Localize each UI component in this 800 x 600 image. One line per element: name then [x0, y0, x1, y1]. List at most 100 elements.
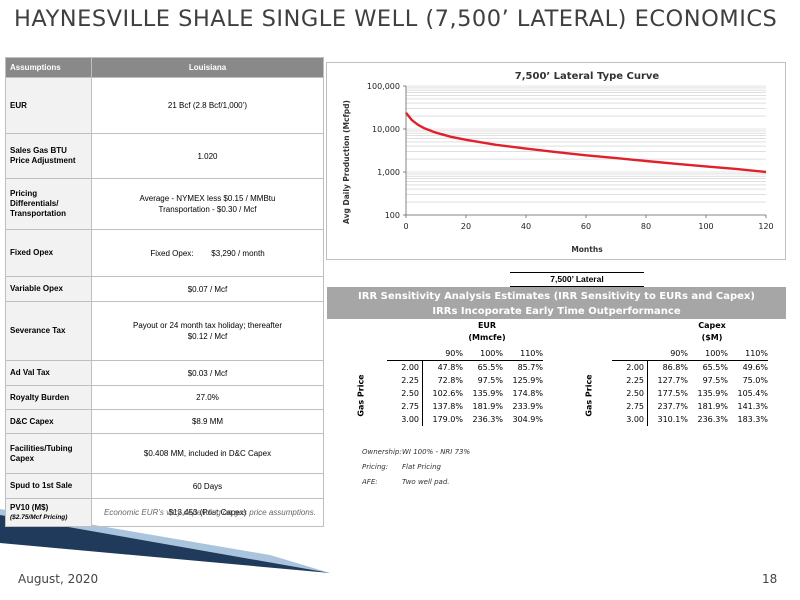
x-tick-label: 120 — [758, 222, 773, 231]
irr-value: 65.5% — [477, 363, 503, 372]
assumption-notes: Ownership:WI 100% - NRI 73% Pricing: Flat… — [362, 448, 470, 493]
row-value: $8.9 MM — [91, 409, 324, 434]
capex-gas-price-label: Gas Price — [584, 374, 594, 417]
note-key: Ownership: — [362, 448, 402, 456]
pv10-sublabel: ($2.75/Mcf Pricing) — [10, 513, 68, 521]
table-row: Variable Opex $0.07 / Mcf — [5, 276, 324, 302]
type-curve-chart: 100 1,000 10,000 100,000 0 20 40 60 80 100 120 7,5… — [326, 62, 786, 260]
row-label: D&C Capex — [5, 409, 92, 434]
table-row: 2.25 127.7% 97.5% 75.0% — [612, 374, 768, 387]
irr-value: 236.3% — [697, 415, 728, 424]
gas-price-value: 2.25 — [401, 376, 419, 385]
row-label: Sales Gas BTU Price Adjustment — [5, 133, 92, 179]
gas-price-value: 2.75 — [401, 402, 419, 411]
row-label: EUR — [5, 77, 92, 134]
table-row: EUR 21 Bcf (2.8 Bcf/1,000’) — [5, 77, 324, 134]
row-value: 21 Bcf (2.8 Bcf/1,000’) — [91, 77, 324, 134]
page-title: HAYNESVILLE SHALE SINGLE WELL (7,500’ LA… — [14, 6, 778, 32]
irr-value: 75.0% — [742, 376, 768, 385]
stripe-dark — [0, 515, 330, 573]
capex-column-header: 110% — [728, 347, 768, 361]
row-label: Ad Val Tax — [5, 360, 92, 386]
table-row: PV10 (M$) ($2.75/Mcf Pricing) $13,453 (P… — [5, 498, 324, 527]
irr-value: 181.9% — [472, 402, 503, 411]
capex-column-header: 100% — [688, 347, 728, 361]
row-value: $0.408 MM, included in D&C Capex — [91, 433, 324, 474]
eur-gas-price-label: Gas Price — [356, 374, 366, 417]
pv10-label: PV10 (M$) — [10, 502, 49, 512]
row-value: 60 Days — [91, 473, 324, 499]
irr-value: 65.5% — [702, 363, 728, 372]
irr-value: 177.5% — [647, 387, 688, 400]
irr-value: 105.4% — [737, 389, 768, 398]
y-tick-label: 100,000 — [367, 82, 400, 91]
irr-value: 86.8% — [647, 360, 688, 374]
row-value: Payout or 24 month tax holiday; thereaft… — [91, 301, 324, 361]
y-tick-label: 1,000 — [377, 168, 400, 177]
row-label: PV10 (M$) ($2.75/Mcf Pricing) — [5, 498, 92, 527]
x-tick-label: 100 — [698, 222, 713, 231]
note-ownership: Ownership:WI 100% - NRI 73% — [362, 448, 470, 463]
type-curve-line — [405, 111, 767, 174]
irr-value: 97.5% — [702, 376, 728, 385]
table-row: Facilities/Tubing Capex $0.408 MM, inclu… — [5, 433, 324, 474]
table-row: Fixed Opex Fixed Opex: $3,290 / month — [5, 229, 324, 277]
footer-date: August, 2020 — [18, 572, 99, 586]
x-tick-label: 60 — [581, 222, 591, 231]
irr-value: 179.0% — [422, 413, 463, 426]
assumptions-table: Assumptions Louisiana EUR 21 Bcf (2.8 Bc… — [5, 57, 324, 527]
chart-x-axis-label: Months — [571, 245, 603, 254]
gas-price-value: 2.50 — [626, 389, 644, 398]
irr-value: 304.9% — [512, 415, 543, 424]
table-row: Royalty Burden 27.0% — [5, 385, 324, 410]
chart-title: 7,500’ Lateral Type Curve — [515, 71, 660, 82]
eur-note: Economic EUR’s vary depending on gas pri… — [104, 508, 316, 517]
row-value: $0.03 / Mcf — [91, 360, 324, 386]
row-value-text: Payout or 24 month tax holiday; thereaft… — [133, 321, 282, 341]
eur-column-header: 110% — [503, 347, 543, 361]
x-tick-label: 0 — [403, 222, 408, 231]
note-pricing: Pricing: Flat Pricing — [362, 463, 470, 478]
irr-value: 49.6% — [742, 363, 768, 372]
chart-frame — [326, 62, 786, 260]
y-tick-label: 100 — [385, 211, 400, 220]
table-row: 2.75 137.8% 181.9% 233.9% — [387, 400, 543, 413]
table-row: 2.00 86.8% 65.5% 49.6% — [612, 360, 768, 374]
irr-value: 135.9% — [697, 389, 728, 398]
eur-column-header: 90% — [422, 347, 463, 361]
irr-value: 141.3% — [737, 402, 768, 411]
irr-value: 310.1% — [647, 413, 688, 426]
irr-value: 233.9% — [512, 402, 543, 411]
row-label: Fixed Opex — [5, 229, 92, 277]
capex-column-header-row: 90% 100% 110% — [612, 347, 768, 361]
irr-banner: IRR Sensitivity Analysis Estimates (IRR … — [327, 287, 786, 319]
table-row: 2.50 177.5% 135.9% 105.4% — [612, 387, 768, 400]
row-label: Facilities/Tubing Capex — [5, 433, 92, 474]
irr-value: 102.6% — [422, 387, 463, 400]
row-value: 1.020 — [91, 133, 324, 179]
row-value: Fixed Opex: $3,290 / month — [91, 229, 324, 277]
assumptions-header-row: Assumptions Louisiana — [5, 57, 324, 78]
row-value: $0.07 / Mcf — [91, 276, 324, 302]
page-number: 18 — [762, 572, 778, 586]
irr-value: 125.9% — [512, 376, 543, 385]
capex-column-header: 90% — [647, 347, 688, 361]
eur-column-header: 100% — [463, 347, 503, 361]
assumptions-header-left: Assumptions — [5, 57, 92, 78]
capex-header-line2: ($M) — [701, 333, 723, 342]
irr-value: 183.3% — [737, 415, 768, 424]
lateral-label: 7,500’ Lateral — [510, 272, 644, 287]
row-value: 27.0% — [91, 385, 324, 410]
irr-value: 174.8% — [512, 389, 543, 398]
irr-value: 127.7% — [647, 374, 688, 387]
gas-price-value: 3.00 — [401, 415, 419, 424]
assumptions-header-right: Louisiana — [91, 57, 324, 78]
capex-header: Capex ($M) — [662, 320, 762, 344]
row-label: Spud to 1st Sale — [5, 473, 92, 499]
capex-header-line1: Capex — [698, 321, 726, 330]
row-label: Variable Opex — [5, 276, 92, 302]
table-row: 2.00 47.8% 65.5% 85.7% — [387, 360, 543, 374]
gas-price-value: 2.00 — [626, 363, 644, 372]
note-afe: AFE: Two well pad. — [362, 478, 470, 493]
irr-value: 85.7% — [517, 363, 543, 372]
